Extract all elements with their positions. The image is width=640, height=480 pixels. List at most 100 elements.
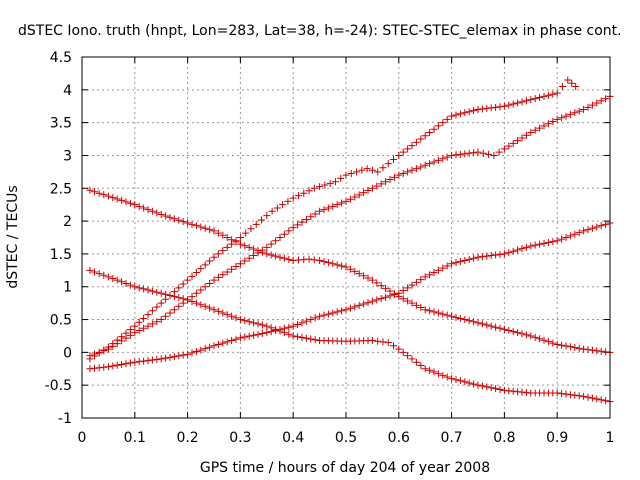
plot-frame bbox=[81, 56, 611, 419]
data-point bbox=[236, 334, 244, 342]
data-point bbox=[157, 289, 165, 297]
data-point bbox=[395, 151, 403, 159]
data-point bbox=[439, 310, 447, 318]
data-point bbox=[461, 256, 469, 264]
data-point bbox=[109, 275, 117, 283]
data-point bbox=[95, 270, 103, 278]
series-5 bbox=[86, 219, 614, 373]
data-point bbox=[531, 95, 539, 103]
data-point bbox=[448, 112, 456, 120]
data-point bbox=[500, 250, 508, 258]
data-point bbox=[417, 361, 425, 369]
data-point bbox=[544, 120, 552, 128]
data-point bbox=[461, 150, 469, 158]
data-point bbox=[135, 202, 143, 210]
data-point bbox=[439, 264, 447, 272]
data-point bbox=[358, 166, 366, 174]
data-point bbox=[201, 302, 209, 310]
data-point bbox=[540, 122, 548, 130]
data-point bbox=[197, 301, 205, 309]
data-point bbox=[549, 118, 557, 126]
data-point bbox=[206, 343, 214, 351]
data-point bbox=[470, 318, 478, 326]
data-point bbox=[104, 345, 112, 353]
data-point bbox=[496, 250, 504, 258]
data-point bbox=[443, 373, 451, 381]
data-point bbox=[417, 163, 425, 171]
data-point bbox=[368, 337, 376, 345]
data-point bbox=[153, 288, 161, 296]
data-point bbox=[456, 150, 464, 158]
data-point bbox=[351, 193, 359, 201]
data-point bbox=[268, 207, 276, 215]
data-point bbox=[162, 354, 170, 362]
data-point bbox=[461, 109, 469, 117]
data-point bbox=[492, 251, 500, 259]
data-point bbox=[553, 115, 561, 123]
data-point bbox=[549, 339, 557, 347]
data-point bbox=[509, 139, 517, 147]
data-point bbox=[562, 112, 570, 120]
data-point bbox=[311, 314, 319, 322]
data-point bbox=[245, 243, 253, 251]
data-point bbox=[157, 316, 165, 324]
data-point bbox=[487, 104, 495, 112]
data-point bbox=[276, 253, 284, 261]
data-point bbox=[518, 245, 526, 253]
data-point bbox=[258, 216, 266, 224]
data-point bbox=[408, 299, 416, 307]
data-point bbox=[298, 319, 306, 327]
data-point bbox=[153, 355, 161, 363]
data-point bbox=[597, 222, 605, 230]
y-tick-label: 4 bbox=[63, 83, 72, 99]
data-point bbox=[280, 254, 288, 262]
data-point bbox=[197, 265, 205, 273]
data-point bbox=[485, 150, 493, 158]
data-point bbox=[487, 384, 495, 392]
data-point bbox=[214, 307, 222, 315]
data-point bbox=[430, 308, 438, 316]
data-point bbox=[228, 236, 236, 244]
data-point bbox=[223, 311, 231, 319]
data-point bbox=[434, 122, 442, 130]
data-point bbox=[272, 252, 280, 260]
data-point bbox=[219, 309, 227, 317]
data-point bbox=[571, 230, 579, 238]
data-point bbox=[86, 352, 94, 360]
data-point bbox=[140, 314, 148, 322]
data-point bbox=[302, 334, 310, 342]
y-tick-label: 3 bbox=[63, 148, 72, 164]
data-point bbox=[575, 344, 583, 352]
data-point bbox=[258, 248, 266, 256]
data-point bbox=[443, 262, 451, 270]
data-point bbox=[104, 363, 112, 371]
data-point bbox=[118, 196, 126, 204]
data-point bbox=[179, 295, 187, 303]
data-point bbox=[382, 293, 390, 301]
data-point bbox=[166, 213, 174, 221]
data-point bbox=[368, 276, 376, 284]
data-point bbox=[300, 189, 308, 197]
data-point bbox=[331, 178, 339, 186]
data-point bbox=[377, 180, 385, 188]
data-point bbox=[126, 199, 134, 207]
data-point bbox=[470, 107, 478, 115]
data-point bbox=[373, 182, 381, 190]
data-point bbox=[404, 284, 412, 292]
data-point bbox=[302, 317, 310, 325]
data-point bbox=[320, 206, 328, 214]
data-point bbox=[368, 184, 376, 192]
data-point bbox=[562, 234, 570, 241]
data-point bbox=[192, 222, 200, 230]
data-point bbox=[279, 201, 287, 209]
data-point bbox=[374, 168, 382, 176]
data-point bbox=[584, 103, 592, 111]
data-point bbox=[175, 302, 183, 310]
data-point bbox=[353, 168, 361, 176]
data-point bbox=[580, 345, 588, 353]
data-point bbox=[131, 358, 139, 366]
data-point bbox=[289, 322, 297, 330]
data-point bbox=[223, 338, 231, 346]
x-tick-label: 0 bbox=[78, 430, 87, 446]
data-point bbox=[465, 379, 473, 387]
